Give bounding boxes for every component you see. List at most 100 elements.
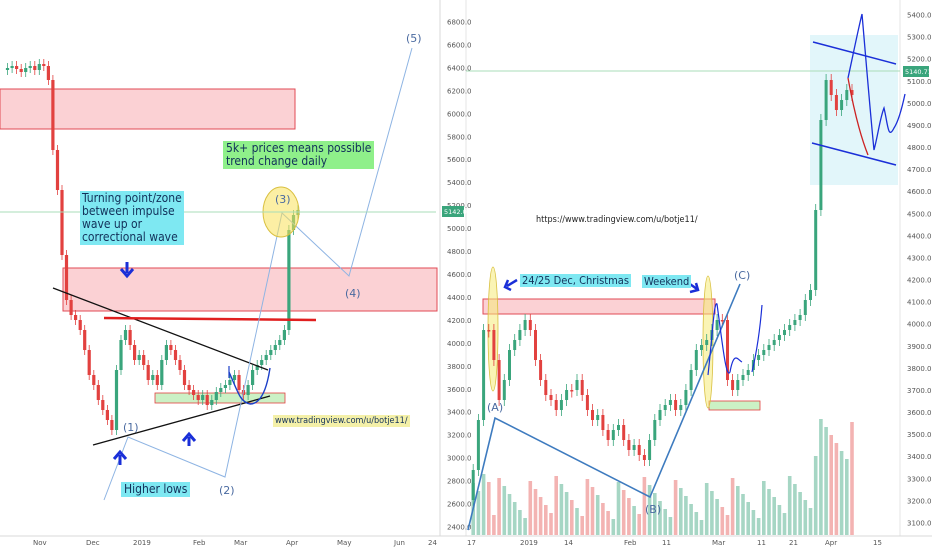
projection-curve[interactable] — [847, 13, 906, 151]
left-y-axis[interactable]: 6800.0 6600.0 6400.0 6200.0 6000.0 5800.0 5600… — [447, 19, 472, 532]
candle-body — [580, 380, 584, 395]
right-x-tick: 15 — [873, 539, 882, 547]
right-candles — [471, 74, 854, 506]
candle-body — [192, 390, 196, 395]
volume-bar — [580, 516, 584, 535]
right-resistance-zone[interactable] — [482, 298, 716, 315]
left-y-tick: 2400.0 — [447, 524, 472, 532]
candle-body — [210, 400, 214, 405]
turning-point-note: Turning point/zone between impulse wave … — [80, 191, 184, 245]
resistance-zone-top[interactable] — [0, 88, 296, 130]
candle-body — [182, 370, 187, 385]
candle-body — [528, 320, 532, 330]
right-x-tick: 17 — [467, 539, 476, 547]
volume-bar — [616, 482, 621, 535]
left-x-tick: Nov — [33, 539, 47, 547]
candle-body — [534, 330, 537, 360]
left-x-axis[interactable]: Nov Dec 2019 Feb Mar Apr May Jun 24 — [33, 539, 437, 547]
candle-body — [237, 375, 241, 390]
arrow-up-icon — [112, 449, 128, 465]
right-y-tick: 3300.00 — [907, 475, 932, 483]
candle-body — [508, 350, 511, 380]
volume-bar — [746, 502, 750, 535]
volume-bar — [725, 515, 730, 535]
left-y-tick: 4800.0 — [447, 248, 472, 256]
left-y-tick: 3800.0 — [447, 363, 472, 371]
left-y-tick: 6800.0 — [447, 19, 472, 27]
right-y-tick: 3700.00 — [907, 387, 932, 395]
volume-bar — [803, 500, 808, 535]
candle-body — [663, 405, 667, 410]
right-y-tick: 4100.00 — [907, 299, 932, 307]
volume-bar — [611, 519, 616, 535]
volume-bar — [528, 481, 533, 535]
projection-red-curve[interactable] — [847, 77, 869, 156]
turning-point-line-3: wave up or — [82, 217, 143, 231]
right-y-tick: 3500.00 — [907, 431, 932, 439]
right-y-tick: 4900.00 — [907, 122, 932, 130]
candle-body — [255, 365, 259, 370]
candle-body — [601, 415, 605, 430]
volume-bar — [601, 503, 605, 535]
candle-body — [19, 69, 23, 72]
candle-body — [523, 320, 527, 330]
candle-body — [42, 64, 46, 66]
right-y-axis[interactable]: 5400.00 5300.00 5200.00 5100.00 5000.00 4900.… — [907, 12, 932, 528]
volume-bar — [518, 510, 522, 535]
candle-body — [232, 375, 237, 380]
right-support-zone[interactable] — [708, 400, 761, 411]
volume-bar — [736, 486, 740, 535]
blue-weekend-curve[interactable] — [707, 303, 743, 376]
candle-body — [487, 330, 491, 332]
candle-body — [251, 370, 255, 385]
candle-body — [160, 360, 164, 385]
candle-body — [246, 385, 250, 395]
left-y-tick: 5400.0 — [447, 179, 472, 187]
trend-change-line-1: 5k+ prices means possible — [226, 141, 372, 155]
right-x-tick: 11 — [662, 539, 671, 547]
left-y-tick: 6000.0 — [447, 110, 472, 118]
left-y-tick: 4600.0 — [447, 271, 472, 279]
support-green-zone[interactable] — [154, 392, 286, 404]
wave-label-b: (B) — [645, 503, 661, 516]
volume-bar — [762, 481, 766, 535]
candle-body — [559, 400, 563, 410]
volume-bar — [684, 496, 688, 535]
wave-label-4: (4) — [345, 287, 361, 300]
candle-body — [151, 375, 155, 380]
channel-lower[interactable] — [811, 142, 897, 166]
abc-wave-path[interactable] — [467, 283, 741, 531]
candle-body — [269, 350, 273, 355]
volume-bar — [819, 419, 823, 535]
turning-point-zone[interactable] — [62, 267, 438, 312]
left-x-tick: Feb — [193, 539, 206, 547]
right-y-tick: 4000.00 — [907, 321, 932, 329]
candle-body — [471, 470, 475, 500]
volume-bar — [523, 518, 527, 535]
left-y-tick: 6400.0 — [447, 64, 472, 72]
candle-body — [278, 340, 282, 345]
left-y-tick: 3600.0 — [447, 386, 472, 394]
elliott-wave-path[interactable] — [103, 47, 413, 501]
candle-body — [114, 370, 119, 430]
volume-bar — [544, 505, 548, 535]
candle-body — [700, 345, 703, 350]
red-horizontal-line[interactable] — [103, 316, 317, 322]
candle-body — [570, 390, 574, 392]
candle-body — [627, 440, 631, 450]
blue-rise-curve[interactable] — [751, 304, 763, 373]
right-y-tick: 3900.00 — [907, 343, 932, 351]
candle-body — [648, 440, 652, 460]
candle-body — [788, 325, 792, 330]
candle-body — [824, 80, 828, 120]
volume-bar — [502, 486, 507, 535]
left-x-tick: Mar — [234, 539, 247, 547]
channel-upper[interactable] — [812, 41, 897, 65]
trend-change-line-2: trend change daily — [226, 154, 328, 168]
descending-trendline[interactable] — [52, 287, 269, 371]
blue-hand-curve[interactable] — [228, 367, 271, 405]
volume-bar — [590, 487, 595, 535]
right-x-axis[interactable]: 17 2019 14 Feb 11 Mar 11 21 Apr 15 — [467, 539, 882, 547]
candle-body — [60, 190, 64, 255]
